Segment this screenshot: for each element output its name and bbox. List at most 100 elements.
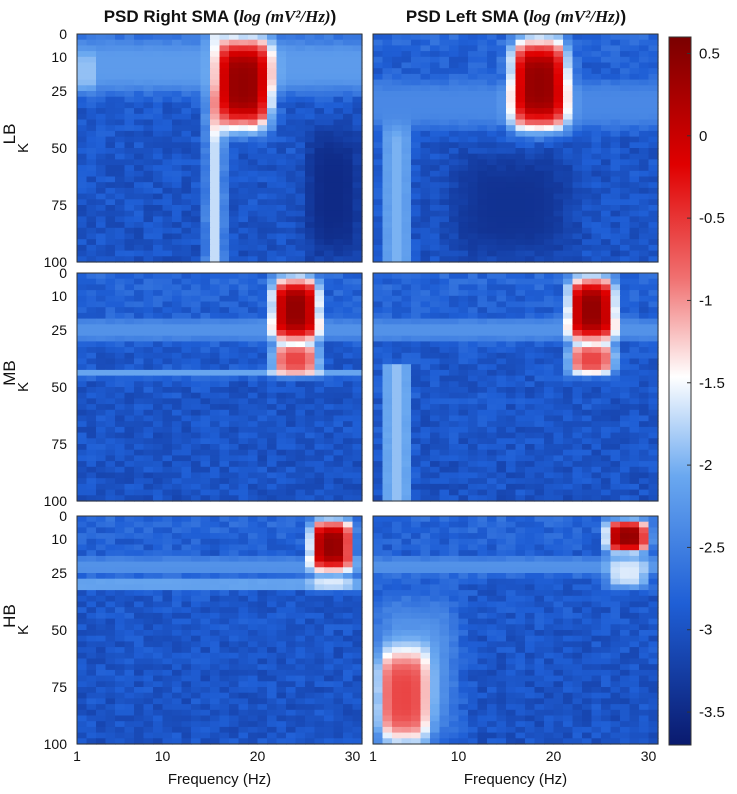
heatmap-cell: [238, 176, 249, 183]
heatmap-cell: [449, 96, 460, 103]
heatmap-cell: [620, 239, 631, 246]
heatmap-cell: [392, 483, 403, 491]
heatmap-cell: [238, 91, 249, 98]
heatmap-cell: [352, 421, 363, 428]
heatmap-cell: [314, 284, 325, 291]
heatmap-cell: [181, 165, 192, 172]
heatmap-cell: [639, 51, 650, 58]
heatmap-cell: [601, 426, 612, 434]
heatmap-cell: [295, 489, 306, 496]
heatmap-cell: [430, 369, 441, 377]
heatmap-cell: [314, 244, 325, 252]
heatmap-cell: [200, 284, 211, 291]
heatmap-cell: [582, 398, 593, 405]
heatmap-cell: [506, 159, 517, 166]
heatmap-cell: [468, 347, 479, 354]
heatmap-cell: [295, 68, 306, 75]
heatmap-cell: [162, 216, 173, 223]
heatmap-cell: [439, 312, 450, 320]
heatmap-cell: [210, 478, 221, 485]
heatmap-cell: [382, 432, 393, 439]
heatmap-cell: [77, 108, 88, 115]
heatmap-cell: [324, 290, 335, 297]
heatmap-cell: [496, 387, 507, 394]
heatmap-cell: [200, 142, 211, 149]
heatmap-cell: [601, 312, 612, 320]
heatmap-cell: [200, 478, 211, 485]
heatmap-cell: [191, 187, 202, 195]
heatmap-cell: [620, 73, 631, 81]
heatmap-cell: [153, 364, 164, 371]
heatmap-cell: [439, 239, 450, 246]
heatmap-cell: [639, 39, 650, 46]
heatmap-cell: [134, 290, 145, 297]
heatmap-cell: [430, 432, 441, 439]
heatmap-cell: [314, 478, 325, 485]
heatmap-cell: [648, 472, 659, 479]
heatmap-cell: [373, 79, 384, 86]
heatmap-cell: [134, 301, 145, 308]
heatmap-cell: [286, 148, 297, 155]
heatmap-cell: [411, 381, 422, 388]
heatmap-cell: [343, 148, 354, 155]
heatmap-cell: [515, 426, 526, 434]
heatmap-cell: [286, 182, 297, 189]
heatmap-cell: [324, 421, 335, 428]
heatmap-cell: [430, 392, 441, 399]
heatmap-cell: [468, 56, 479, 64]
heatmap-cell: [115, 73, 126, 81]
heatmap-cell: [229, 483, 240, 491]
heatmap-cell: [582, 438, 593, 445]
heatmap-cell: [143, 415, 154, 422]
heatmap-cell: [420, 130, 431, 138]
heatmap-cell: [430, 295, 441, 303]
heatmap-cell: [572, 85, 583, 92]
heatmap-cell: [525, 290, 536, 297]
heatmap-cell: [162, 347, 173, 354]
heatmap-cell: [648, 444, 659, 451]
heatmap-cell: [506, 352, 517, 360]
heatmap-cell: [257, 533, 268, 540]
heatmap-cell: [506, 375, 517, 382]
heatmap-cell: [496, 170, 507, 178]
heatmap-cell: [257, 165, 268, 172]
heatmap-cell: [324, 113, 335, 121]
heatmap-cell: [286, 85, 297, 92]
heatmap-cell: [257, 358, 268, 365]
heatmap-cell: [582, 256, 593, 263]
heatmap-cell: [544, 444, 555, 451]
heatmap-cell: [324, 205, 335, 212]
heatmap-cell: [352, 404, 363, 411]
heatmap-cell: [229, 159, 240, 166]
heatmap-cell: [248, 187, 259, 195]
heatmap-cell: [86, 461, 97, 468]
heatmap-cell: [134, 222, 145, 229]
heatmap-cell: [373, 392, 384, 399]
heatmap-cell: [305, 301, 316, 308]
heatmap-cell: [124, 256, 135, 263]
heatmap-cell: [487, 119, 498, 126]
heatmap-cell: [286, 347, 297, 354]
heatmap-cell: [96, 148, 107, 155]
heatmap-cell: [115, 136, 126, 143]
heatmap-cell: [487, 438, 498, 445]
heatmap-cell: [420, 239, 431, 246]
heatmap-cell: [401, 130, 412, 138]
heatmap-cell: [162, 516, 173, 523]
heatmap-cell: [401, 56, 412, 64]
heatmap-cell: [525, 244, 536, 252]
heatmap-cell: [314, 466, 325, 474]
heatmap-cell: [267, 404, 278, 411]
heatmap-cell: [487, 79, 498, 86]
heatmap-cell: [77, 358, 88, 365]
heatmap-cell: [582, 381, 593, 388]
heatmap-cell: [610, 381, 621, 388]
heatmap-cell: [563, 142, 574, 149]
heatmap-cell: [343, 68, 354, 75]
heatmap-cell: [506, 205, 517, 212]
heatmap-cell: [333, 159, 344, 166]
heatmap-cell: [238, 62, 249, 69]
heatmap-cell: [267, 290, 278, 297]
heatmap-cell: [238, 290, 249, 297]
heatmap-cell: [124, 216, 135, 223]
